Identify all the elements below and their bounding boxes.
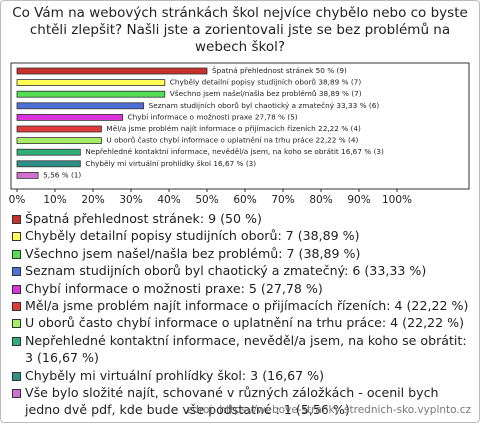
bar-label: U oborů často chybí informace o uplatněn… [106, 136, 358, 145]
bar-label: 5,56 % (1) [43, 170, 81, 179]
legend-swatch [12, 215, 21, 224]
x-tick-label: 70% [271, 194, 294, 206]
legend-item: Chyběly detailní popisy studijních oborů… [11, 227, 471, 244]
legend-item: Nepřehledné kontaktní informace, nevěděl… [11, 332, 471, 367]
legend-swatch [12, 232, 21, 242]
legend-label: Chyběly mi virtuální prohlídky škol: 3 (… [25, 367, 325, 383]
x-tick-label: 80% [309, 194, 332, 206]
bar [16, 125, 102, 133]
legend-item: Chyběly mi virtuální prohlídky škol: 3 (… [11, 367, 471, 384]
legend-label: Měl/a jsme problém najít informace o při… [25, 298, 469, 314]
bar-label: Seznam studijních oborů byl chaotický a … [149, 101, 380, 110]
legend-item: Chybí informace o možnosti praxe: 5 (27,… [11, 280, 471, 297]
x-tick-label: 60% [233, 194, 256, 206]
chart: 0% 10% 20% 30% 40% 50% 60% 70% 80% 90% 100% Špatná … [9, 62, 470, 206]
bar [16, 137, 102, 145]
bar [16, 160, 81, 168]
bar [16, 148, 81, 156]
bar-label: Všechno jsem našel/našla bez problémů 38… [170, 89, 362, 98]
legend-item: Špatná přehlednost stránek: 9 (50 %) [11, 210, 471, 227]
legend-item: Všechno jsem našel/našla bez problémů: 7… [11, 245, 471, 262]
legend-label: Špatná přehlednost stránek: 9 (50 %) [25, 211, 262, 226]
legend-item: Měl/a jsme problém najít informace o při… [11, 297, 471, 314]
x-tick-label: 10% [43, 194, 66, 206]
legend-item: Seznam studijních oborů byl chaotický a … [11, 262, 471, 279]
bar [16, 67, 208, 75]
legend-label: Všechno jsem našel/našla bez problémů: 7… [25, 245, 361, 261]
bar [16, 79, 166, 86]
bar-label: Chyběly mi virtuální prohlídky škol 16,6… [85, 159, 256, 168]
chart-title: Co Vám na webových stránkách škol nejvíc… [12, 5, 468, 55]
legend-item: U oborů často chybí informace o uplatněn… [11, 314, 471, 331]
x-tick-label: 0% [9, 194, 26, 206]
bar-label: Chybí informace o možnosti praxe 27,78 %… [128, 112, 298, 121]
bar [16, 114, 123, 121]
legend-swatch [12, 336, 21, 346]
legend-swatch [12, 389, 21, 399]
x-tick-label: 50% [195, 194, 218, 206]
bar [16, 102, 145, 110]
bar-label: Měl/a jsme problém najít informace o při… [106, 124, 361, 133]
legend-swatch [12, 267, 21, 277]
bar [16, 171, 39, 179]
bar [16, 90, 166, 98]
legend: Špatná přehlednost stránek: 9 (50 %) Chyb… [11, 210, 471, 419]
legend-swatch [12, 302, 21, 312]
source: zdroj: https://webove-stranky-strednich-… [186, 404, 471, 416]
x-tick-label: 100% [382, 194, 412, 206]
legend-swatch [12, 371, 21, 381]
legend-swatch [12, 249, 21, 259]
legend-label: Vše bylo složité najít, schované v různý… [25, 385, 439, 418]
x-tick-label: 40% [157, 194, 180, 206]
legend-label: Chybí informace o možnosti praxe: 5 (27,… [25, 280, 323, 296]
legend-label: U oborů často chybí informace o uplatněn… [25, 315, 465, 331]
legend-swatch [12, 284, 21, 294]
legend-label: Seznam studijních oborů byl chaotický a … [25, 263, 427, 279]
legend-swatch [12, 319, 21, 329]
x-tick-label: 20% [81, 194, 104, 206]
bar-label: Chyběly detailní popisy studijních oborů… [170, 78, 362, 87]
bar-label: Špatná přehlednost stránek 50 % (9) [212, 66, 347, 75]
legend-label: Chyběly detailní popisy studijních oborů… [25, 228, 360, 244]
bar-label: Nepřehledné kontaktní informace, nevěděl… [85, 147, 384, 156]
legend-item: Vše bylo složité najít, schované v různý… [11, 384, 471, 419]
x-tick-label: 90% [347, 194, 370, 206]
legend-label: Nepřehledné kontaktní informace, nevěděl… [25, 332, 467, 366]
x-tick-label: 30% [119, 194, 142, 206]
